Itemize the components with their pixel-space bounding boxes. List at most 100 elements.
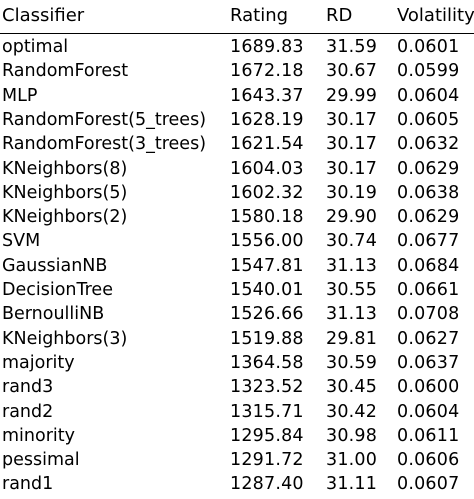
classifier-cell: RandomForest(3_trees) — [2, 134, 207, 155]
classifier-cell: optimal — [2, 37, 69, 57]
rating-cell: 1364.58 — [230, 352, 304, 373]
volatility-cell: 0.0599 — [397, 61, 460, 82]
volatility-cell: 0.0607 — [397, 474, 460, 495]
rd-cell: 31.00 — [326, 450, 378, 471]
rating-cell: 1643.37 — [230, 85, 304, 106]
table-row: BernoulliNB 1526.66 31.13 0.0708 — [0, 302, 474, 326]
classifier-cell: rand3 — [2, 377, 54, 398]
column-header-volatility: Volatility — [397, 5, 474, 26]
classifier-cell: rand1 — [2, 474, 54, 495]
volatility-cell: 0.0629 — [397, 158, 460, 179]
table-row: rand2 1315.71 30.42 0.0604 — [0, 400, 474, 424]
header-divider — [0, 33, 474, 34]
rating-cell: 1291.72 — [230, 450, 304, 471]
volatility-cell: 0.0627 — [397, 328, 460, 349]
rating-cell: 1287.40 — [230, 474, 304, 495]
volatility-cell: 0.0661 — [397, 280, 460, 300]
volatility-cell: 0.0600 — [397, 377, 460, 398]
classifier-cell: SVM — [2, 231, 41, 252]
table-row: majority 1364.58 30.59 0.0637 — [0, 351, 474, 375]
rating-cell: 1689.83 — [230, 37, 304, 57]
volatility-cell: 0.0605 — [397, 109, 460, 130]
table-row: rand1 1287.40 31.11 0.0607 — [0, 472, 474, 496]
table-row: GaussianNB 1547.81 31.13 0.0684 — [0, 254, 474, 278]
classifier-cell: rand2 — [2, 401, 54, 422]
rd-cell: 30.59 — [326, 352, 378, 373]
rating-cell: 1323.52 — [230, 377, 304, 398]
classifier-cell: KNeighbors(2) — [2, 207, 128, 228]
volatility-cell: 0.0629 — [397, 207, 460, 228]
rating-cell: 1621.54 — [230, 134, 304, 155]
volatility-cell: 0.0606 — [397, 450, 460, 471]
table-row: KNeighbors(5) 1602.32 30.19 0.0638 — [0, 181, 474, 205]
volatility-cell: 0.0638 — [397, 182, 460, 203]
classifier-cell: majority — [2, 352, 75, 373]
rd-cell: 30.17 — [326, 109, 378, 130]
rd-cell: 30.42 — [326, 401, 378, 422]
classifier-cell: pessimal — [2, 450, 80, 471]
rating-cell: 1526.66 — [230, 304, 304, 325]
classifier-cell: RandomForest(5_trees) — [2, 109, 207, 130]
table-row: RandomForest(3_trees) 1621.54 30.17 0.0632 — [0, 132, 474, 156]
rating-cell: 1295.84 — [230, 425, 304, 446]
rating-cell: 1547.81 — [230, 255, 304, 276]
classifier-cell: minority — [2, 425, 75, 446]
rd-cell: 30.55 — [326, 280, 378, 300]
rd-cell: 30.67 — [326, 61, 378, 82]
volatility-cell: 0.0604 — [397, 401, 460, 422]
table-row: KNeighbors(3) 1519.88 29.81 0.0627 — [0, 327, 474, 351]
table-row: KNeighbors(8) 1604.03 30.17 0.0629 — [0, 157, 474, 181]
classifier-cell: KNeighbors(5) — [2, 182, 128, 203]
classifier-cell: BernoulliNB — [2, 304, 105, 325]
rd-cell: 31.11 — [326, 474, 378, 495]
table-header-row: Classifier Rating RD Volatility — [0, 2, 474, 30]
rd-cell: 30.45 — [326, 377, 378, 398]
rd-cell: 29.99 — [326, 85, 378, 106]
table-row: SVM 1556.00 30.74 0.0677 — [0, 229, 474, 253]
rating-cell: 1315.71 — [230, 401, 304, 422]
rd-cell: 30.19 — [326, 182, 378, 203]
rd-cell: 30.74 — [326, 231, 378, 252]
rd-cell: 31.59 — [326, 37, 378, 57]
table-row: KNeighbors(2) 1580.18 29.90 0.0629 — [0, 205, 474, 229]
rating-cell: 1540.01 — [230, 280, 304, 300]
table-row: minority 1295.84 30.98 0.0611 — [0, 424, 474, 448]
table-row: DecisionTree 1540.01 30.55 0.0661 — [0, 278, 474, 302]
rd-cell: 30.98 — [326, 425, 378, 446]
column-header-rating: Rating — [230, 5, 289, 26]
rd-cell: 30.17 — [326, 134, 378, 155]
rd-cell: 30.17 — [326, 158, 378, 179]
rating-cell: 1580.18 — [230, 207, 304, 228]
rd-cell: 29.81 — [326, 328, 378, 349]
rd-cell: 31.13 — [326, 255, 378, 276]
rating-cell: 1556.00 — [230, 231, 304, 252]
column-header-classifier: Classifier — [2, 5, 85, 26]
volatility-cell: 0.0611 — [397, 425, 460, 446]
rating-cell: 1628.19 — [230, 109, 304, 130]
volatility-cell: 0.0637 — [397, 352, 460, 373]
volatility-cell: 0.0708 — [397, 304, 460, 325]
volatility-cell: 0.0604 — [397, 85, 460, 106]
classifier-cell: GaussianNB — [2, 255, 108, 276]
table-row: pessimal 1291.72 31.00 0.0606 — [0, 448, 474, 472]
classifier-cell: MLP — [2, 85, 38, 106]
table-row: RandomForest(5_trees) 1628.19 30.17 0.0605 — [0, 108, 474, 132]
classifier-cell: RandomForest — [2, 61, 129, 82]
volatility-cell: 0.0684 — [397, 255, 460, 276]
rating-cell: 1519.88 — [230, 328, 304, 349]
classifier-cell: DecisionTree — [2, 280, 113, 300]
table-row: RandomForest 1672.18 30.67 0.0599 — [0, 59, 474, 83]
volatility-cell: 0.0677 — [397, 231, 460, 252]
table-row: MLP 1643.37 29.99 0.0604 — [0, 84, 474, 108]
classifier-cell: KNeighbors(3) — [2, 328, 128, 349]
rd-cell: 29.90 — [326, 207, 378, 228]
rating-cell: 1602.32 — [230, 182, 304, 203]
table-row: rand3 1323.52 30.45 0.0600 — [0, 375, 474, 399]
classifier-cell: KNeighbors(8) — [2, 158, 128, 179]
rating-cell: 1604.03 — [230, 158, 304, 179]
rd-cell: 31.13 — [326, 304, 378, 325]
rating-cell: 1672.18 — [230, 61, 304, 82]
column-header-rd: RD — [326, 5, 353, 26]
volatility-cell: 0.0601 — [397, 37, 460, 57]
